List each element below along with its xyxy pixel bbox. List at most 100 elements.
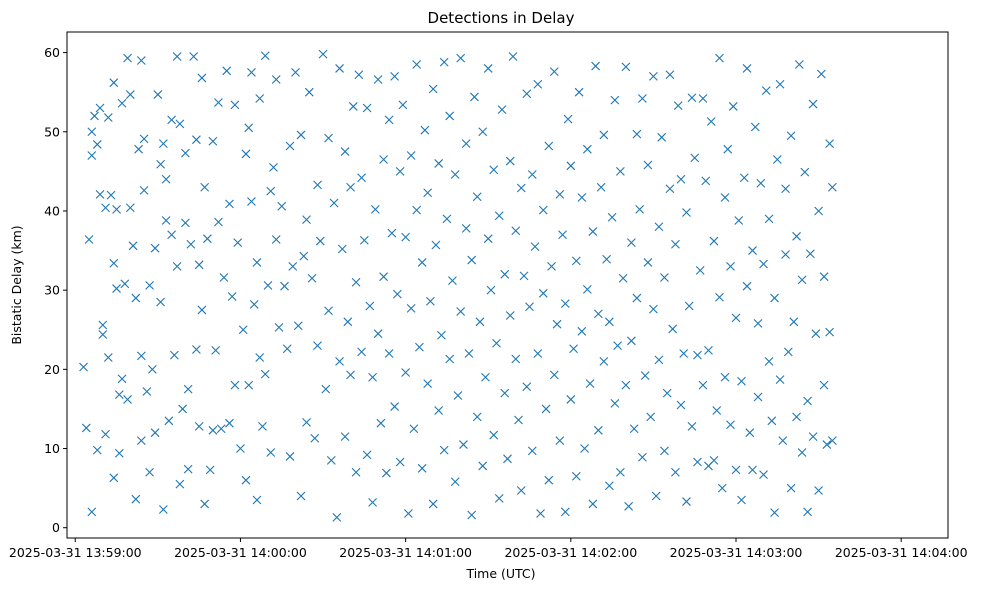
data-point [123,395,132,404]
data-point [712,406,722,415]
y-axis-label: Bistatic Delay (km) [9,225,24,344]
data-point [406,303,416,313]
data-point [178,404,188,414]
data-point [236,444,245,453]
data-point [649,304,658,314]
data-point [472,412,482,422]
data-point [379,155,388,164]
data-point [211,345,221,355]
data-point [381,468,391,478]
data-point [147,364,157,374]
data-point [192,135,201,145]
data-point [522,382,532,392]
data-point [183,384,193,394]
data-point [269,163,278,172]
data-point [247,67,256,77]
data-point [660,446,669,456]
data-point [693,350,702,360]
data-point [153,90,163,99]
data-point [448,276,457,286]
data-point [808,432,818,442]
data-point [748,465,757,475]
data-point [668,324,678,334]
data-point [574,87,584,97]
data-point [98,320,108,330]
data-point [420,125,430,135]
data-point [131,494,141,504]
data-point [604,481,614,491]
data-point [489,165,499,175]
data-point [673,101,683,111]
data-point [775,375,785,385]
data-point [737,495,746,505]
data-point [638,94,647,103]
data-point [693,457,702,467]
data-point [819,272,829,282]
data-point [370,204,380,214]
data-point [450,170,460,179]
data-point [296,491,306,501]
data-point [252,495,262,505]
data-point [814,206,823,216]
data-point [175,479,185,489]
data-point [704,345,713,355]
data-point [351,467,361,477]
data-point [615,166,625,176]
data-point [346,182,355,192]
data-point [387,228,397,238]
data-point [651,491,661,501]
data-point [525,302,534,312]
data-point [128,241,138,251]
data-point [569,344,578,354]
data-point [117,98,127,108]
data-point [726,262,735,271]
data-point [205,465,215,475]
data-point [461,223,471,233]
data-point [643,160,653,170]
data-point [756,178,766,188]
data-point [271,235,281,244]
data-point [772,155,782,164]
data-point [225,418,234,428]
data-point [258,421,267,431]
y-tick-label: 10 [44,441,60,456]
y-tick-label: 30 [44,283,60,298]
data-point [354,70,364,80]
data-point [800,167,810,177]
data-point [98,330,108,339]
data-point [503,454,512,464]
data-point [197,73,207,83]
data-point [285,452,295,461]
data-point [538,288,548,298]
data-point [803,396,812,406]
data-point [373,329,383,339]
chart-title: Detections in Delay [428,9,575,27]
data-point [227,292,237,301]
data-point [461,139,471,149]
data-point [742,64,752,73]
data-point [351,277,361,287]
data-point [728,102,738,111]
y-tick-label: 0 [52,520,60,535]
data-point [805,249,815,259]
data-point [660,273,669,282]
data-point [249,300,259,309]
y-axis: 0 10 20 30 40 50 60 [44,45,67,535]
data-point [610,95,620,105]
data-point [555,436,565,445]
data-point [505,156,515,166]
data-point [183,464,193,474]
marker-layer [79,49,837,522]
data-point [585,379,595,388]
data-point [797,448,807,457]
data-point [470,92,479,102]
data-point [282,344,292,354]
data-point [467,510,477,520]
data-point [315,236,325,246]
data-point [599,357,609,366]
data-point [464,349,474,358]
data-point [136,351,146,361]
data-point [822,440,832,449]
data-point [134,144,143,154]
data-point [313,180,322,190]
